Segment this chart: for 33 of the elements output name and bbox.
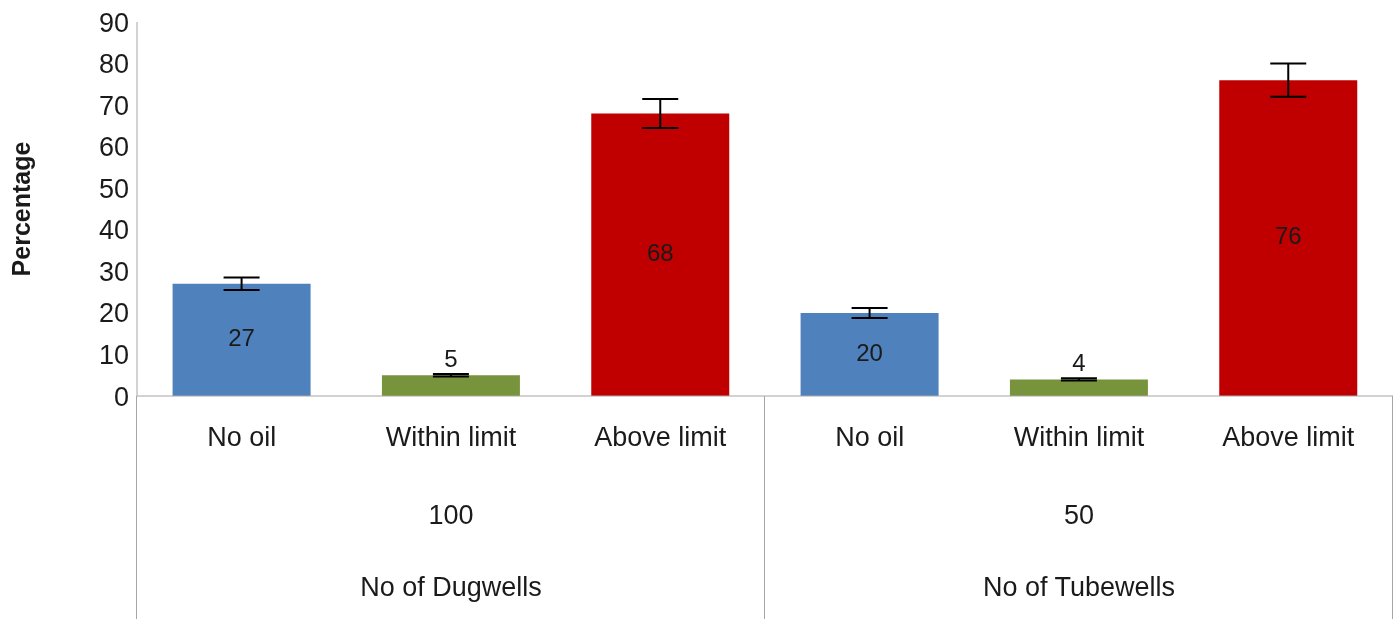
bar [1219, 80, 1358, 396]
y-tick-label: 10 [98, 340, 129, 371]
bar [172, 283, 311, 396]
y-tick-label: 90 [98, 7, 129, 38]
text: 100 [427, 500, 475, 531]
bar [381, 375, 520, 396]
x-tick-label: Within limit [385, 422, 517, 452]
x-tick-label: Within limit [1013, 422, 1145, 452]
data-label: 76 [1274, 222, 1302, 250]
y-axis-title: Percentage [6, 141, 35, 277]
data-label: 5 [444, 345, 458, 373]
data-label: 20 [856, 338, 883, 366]
bar [591, 113, 730, 396]
y-tick-label: 20 [98, 298, 129, 329]
y-tick-label: 70 [98, 90, 129, 121]
x-tick-label: No oil [835, 422, 905, 452]
bar [1009, 379, 1148, 396]
y-tick-label: 40 [98, 215, 129, 246]
x-tick-label: Above limit [1222, 422, 1355, 452]
y-tick-label: 30 [98, 256, 129, 287]
data-label: 27 [228, 324, 255, 352]
data-label: 4 [1072, 349, 1086, 377]
data-label: 68 [646, 239, 674, 267]
bar [800, 312, 939, 396]
text: 50 [1062, 500, 1095, 531]
x-tick-label: No oil [207, 422, 277, 452]
text: No of Tubewells [981, 572, 1177, 603]
text: No of Dugwells [359, 572, 543, 603]
y-tick-label: 80 [98, 49, 129, 80]
x-tick-label: Above limit [594, 422, 727, 452]
y-tick-label: 50 [98, 173, 129, 204]
y-tick-label: 60 [98, 132, 129, 163]
y-tick-label: 0 [113, 381, 129, 412]
